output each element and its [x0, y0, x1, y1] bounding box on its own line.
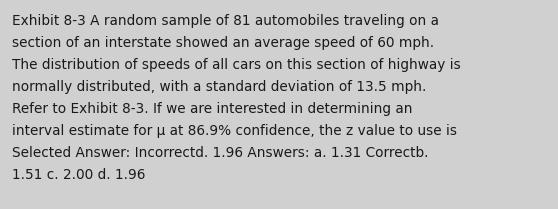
Text: normally distributed, with a standard deviation of 13.5 mph.: normally distributed, with a standard de…	[12, 80, 426, 94]
Text: interval estimate for μ at 86.9% confidence, the z value to use is: interval estimate for μ at 86.9% confide…	[12, 124, 457, 138]
Text: Exhibit 8-3 A random sample of 81 automobiles traveling on a: Exhibit 8-3 A random sample of 81 automo…	[12, 14, 439, 28]
Text: Refer to Exhibit 8-3. If we are interested in determining an: Refer to Exhibit 8-3. If we are interest…	[12, 102, 412, 116]
Text: section of an interstate showed an average speed of 60 mph.: section of an interstate showed an avera…	[12, 36, 434, 50]
Text: Selected Answer: Incorrectd. 1.96 Answers: a. 1.31 Correctb.: Selected Answer: Incorrectd. 1.96 Answer…	[12, 146, 429, 160]
Text: 1.51 c. 2.00 d. 1.96: 1.51 c. 2.00 d. 1.96	[12, 168, 146, 182]
Text: The distribution of speeds of all cars on this section of highway is: The distribution of speeds of all cars o…	[12, 58, 461, 72]
